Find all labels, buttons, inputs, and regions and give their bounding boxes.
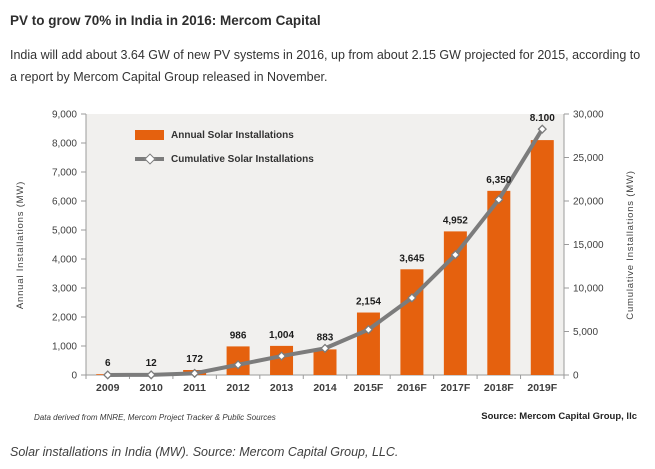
legend-label-annual: Annual Solar Installations [171, 129, 294, 141]
svg-text:2009: 2009 [96, 382, 120, 394]
svg-text:4,000: 4,000 [52, 255, 77, 266]
svg-text:2012: 2012 [226, 382, 250, 394]
chart-footnote-source: Source: Mercom Capital Group, llc [481, 411, 637, 422]
svg-text:1,004: 1,004 [269, 330, 294, 341]
svg-text:7,000: 7,000 [52, 168, 77, 179]
chart-legend: Annual Solar Installations Cumulative So… [135, 123, 314, 171]
svg-text:8.100: 8.100 [530, 113, 555, 124]
svg-text:6,350: 6,350 [486, 175, 511, 186]
svg-text:1,000: 1,000 [52, 342, 77, 353]
line-series-swatch-icon [135, 153, 164, 165]
svg-text:12: 12 [146, 358, 158, 369]
svg-text:2019F: 2019F [527, 382, 557, 394]
svg-text:2,000: 2,000 [52, 313, 77, 324]
svg-text:3,000: 3,000 [52, 284, 77, 295]
svg-text:0: 0 [573, 371, 579, 382]
svg-text:4,952: 4,952 [443, 215, 468, 226]
svg-text:6: 6 [105, 358, 111, 369]
svg-text:2018F: 2018F [484, 382, 514, 394]
combo-chart-canvas: 9,000 8,000 7,000 6,000 5,000 4,000 3,000 2,000… [52, 110, 604, 395]
svg-text:30,000: 30,000 [573, 110, 604, 121]
chart-footnote-source-data: Data derived from MNRE, Mercom Project T… [34, 413, 276, 422]
svg-text:15,000: 15,000 [573, 240, 604, 251]
right-axis-title: Cumulative Installations (MW) [625, 170, 636, 320]
bar-series-swatch-icon [135, 130, 164, 140]
svg-text:2016F: 2016F [397, 382, 427, 394]
svg-text:2011: 2011 [183, 382, 206, 394]
svg-text:986: 986 [230, 330, 247, 341]
svg-text:6,000: 6,000 [52, 197, 77, 208]
page-title: PV to grow 70% in India in 2016: Mercom … [10, 13, 321, 28]
svg-text:172: 172 [186, 354, 203, 365]
svg-text:3,645: 3,645 [399, 253, 424, 264]
svg-text:2014: 2014 [313, 382, 337, 394]
svg-text:0: 0 [71, 371, 77, 382]
legend-item-cumulative: Cumulative Solar Installations [135, 147, 314, 171]
svg-text:5,000: 5,000 [573, 327, 598, 338]
svg-text:20,000: 20,000 [573, 197, 604, 208]
svg-text:883: 883 [317, 332, 334, 343]
svg-text:2015F: 2015F [354, 382, 384, 394]
legend-label-cumulative: Cumulative Solar Installations [171, 153, 314, 165]
svg-text:9,000: 9,000 [52, 110, 77, 121]
left-axis-title: Annual Installations (MW) [15, 180, 26, 310]
intro-text: India will add about 3.64 GW of new PV s… [10, 48, 641, 84]
svg-text:8,000: 8,000 [52, 139, 77, 150]
svg-text:2,154: 2,154 [356, 297, 381, 308]
article: PV to grow 70% in India in 2016: Mercom … [10, 13, 647, 459]
chart-caption: Solar installations in India (MW). Sourc… [10, 445, 399, 459]
svg-text:2017F: 2017F [440, 382, 470, 394]
svg-text:25,000: 25,000 [573, 153, 604, 164]
svg-text:10,000: 10,000 [573, 284, 604, 295]
solar-installations-chart: 9,000 8,000 7,000 6,000 5,000 4,000 3,000 2,000… [10, 101, 647, 435]
legend-item-annual: Annual Solar Installations [135, 123, 314, 147]
svg-text:5,000: 5,000 [52, 226, 77, 237]
svg-text:2013: 2013 [270, 382, 294, 394]
svg-text:2010: 2010 [140, 382, 164, 394]
